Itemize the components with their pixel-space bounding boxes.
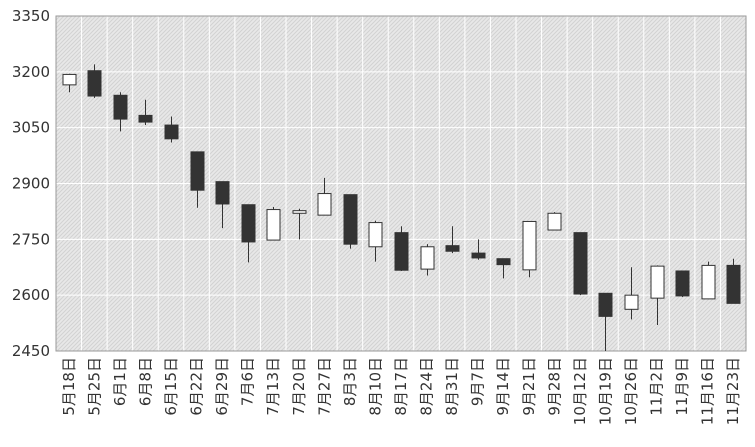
- grid: [56, 15, 746, 352]
- candle: [547, 212, 562, 231]
- x-tick-label: 8月17日: [392, 357, 410, 416]
- candles: [62, 64, 741, 351]
- candle-body-up: [317, 193, 332, 216]
- candle-body-down: [87, 70, 102, 97]
- x-tick-label: 8月24日: [418, 357, 436, 416]
- candle: [598, 292, 613, 351]
- y-tick-label: 3200: [12, 63, 50, 81]
- candle: [726, 258, 741, 304]
- x-tick-label: 9月28日: [545, 357, 563, 416]
- y-tick-label: 2600: [12, 286, 50, 304]
- candle: [445, 226, 460, 254]
- candle-body-down: [394, 232, 409, 271]
- candle: [164, 116, 179, 143]
- candle: [496, 258, 511, 279]
- x-tick-label: 7月6日: [239, 357, 257, 406]
- x-tick-label: 9月7日: [469, 357, 487, 406]
- candle: [343, 194, 358, 249]
- candle-body-up: [368, 222, 383, 248]
- x-tick-label: 6月15日: [162, 357, 180, 416]
- candle-body-down: [164, 124, 179, 140]
- x-tick-label: 9月14日: [494, 357, 512, 416]
- candle: [394, 226, 409, 271]
- y-tick-label: 3350: [12, 7, 50, 25]
- candle: [701, 261, 716, 300]
- x-tick-label: 6月1日: [111, 357, 129, 406]
- candle-body-down: [138, 114, 153, 123]
- x-tick-label: 5月18日: [60, 357, 78, 416]
- candle: [624, 267, 639, 320]
- x-tick-label: 11月2日: [648, 357, 666, 416]
- candle-body-down: [445, 245, 460, 252]
- y-tick-label: 2450: [12, 342, 50, 360]
- x-tick-label: 8月3日: [341, 357, 359, 406]
- candle-body-up: [547, 212, 562, 231]
- candle: [317, 177, 332, 216]
- x-tick-label: 7月13日: [264, 357, 282, 416]
- x-tick-label: 10月26日: [622, 357, 640, 425]
- x-tick-label: 10月19日: [596, 357, 614, 425]
- candle: [675, 270, 690, 298]
- candle-body-down: [190, 151, 205, 191]
- x-tick-label: 7月20日: [290, 357, 308, 416]
- candle-body-down: [113, 94, 128, 120]
- x-tick-label: 11月23日: [724, 357, 742, 425]
- candle-body-up: [62, 73, 77, 86]
- candle: [215, 181, 230, 229]
- x-tick-label: 8月31日: [443, 357, 461, 416]
- candle-body-down: [215, 181, 230, 205]
- candle-body-up: [624, 294, 639, 310]
- x-tick-label: 7月27日: [315, 357, 333, 416]
- candle: [266, 206, 281, 241]
- x-tick-label: 9月21日: [520, 357, 538, 416]
- candle: [420, 244, 435, 276]
- candle-body-up: [292, 210, 307, 214]
- candle: [62, 73, 77, 93]
- candle-body-down: [241, 204, 256, 243]
- y-tick-label: 3050: [12, 119, 50, 137]
- candle: [113, 92, 128, 132]
- y-tick-label: 2900: [12, 175, 50, 193]
- candle-body-down: [598, 292, 613, 317]
- candle: [573, 232, 588, 296]
- x-tick-label: 11月9日: [673, 357, 691, 416]
- candle: [138, 99, 153, 126]
- candle: [292, 208, 307, 240]
- x-tick-label: 5月25日: [85, 357, 103, 416]
- x-axis: 5月18日 5月25日 6月1日 6月8日 6月15日 6月22日 6月29日 7月6日 7月1…: [60, 357, 742, 425]
- x-tick-label: 11月16日: [699, 357, 717, 425]
- candle: [190, 151, 205, 208]
- plot-border: [55, 15, 747, 352]
- candle-body-up: [522, 220, 537, 271]
- candle-body-down: [471, 252, 486, 259]
- candle-body-down: [496, 258, 511, 266]
- y-tick-label: 2750: [12, 230, 50, 248]
- candle: [241, 204, 256, 263]
- candle-body-down: [726, 264, 741, 304]
- candle-body-up: [266, 209, 281, 241]
- candle: [650, 265, 665, 325]
- x-tick-label: 6月29日: [213, 357, 231, 416]
- x-tick-label: 8月10日: [366, 357, 384, 416]
- x-tick-label: 6月8日: [136, 357, 154, 406]
- candle: [87, 64, 102, 98]
- candle: [471, 239, 486, 260]
- candle-body-up: [420, 246, 435, 270]
- x-tick-label: 10月12日: [571, 357, 589, 425]
- y-axis: 2450 2600 2750 2900 3050 3200 3350: [12, 7, 50, 360]
- candle-body-down: [343, 194, 358, 245]
- candle-body-up: [650, 265, 665, 299]
- candle-body-up: [701, 264, 716, 300]
- x-tick-label: 6月22日: [188, 357, 206, 416]
- candle: [368, 220, 383, 262]
- candle-body-down: [675, 270, 690, 297]
- candle-body-down: [573, 232, 588, 295]
- candle: [522, 220, 537, 278]
